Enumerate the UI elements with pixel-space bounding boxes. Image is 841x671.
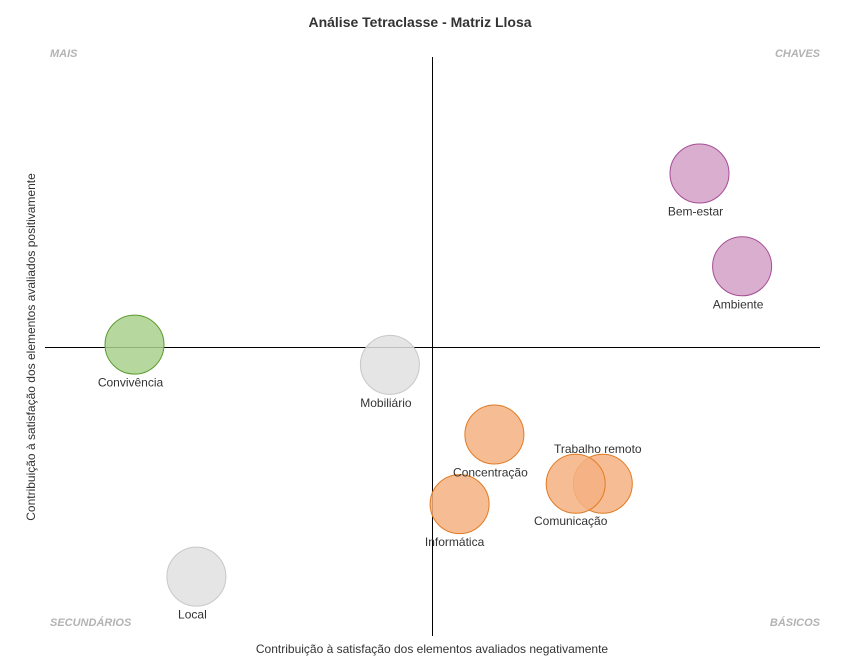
point-bem-estar[interactable] [669, 143, 730, 204]
point-informatica[interactable] [429, 474, 490, 535]
x-axis-label: Contribuição à satisfação dos elementos … [256, 642, 609, 656]
point-label-convivencia: Convivência [98, 376, 164, 390]
point-label-comunicacao: Comunicação [534, 514, 608, 528]
quadrant-label-bottom-right: BÁSICOS [770, 616, 821, 629]
quadrant-label-top-right: CHAVES [775, 48, 821, 60]
chart-title: Análise Tetraclasse - Matriz Llosa [308, 14, 531, 30]
y-axis-label: Contribuição à satisfação dos elementos … [24, 173, 38, 521]
point-label-mobiliario: Mobiliário [360, 396, 412, 410]
point-convivencia[interactable] [104, 314, 165, 375]
point-label-informatica: Informática [425, 535, 485, 549]
point-label-concentracao: Concentração [453, 466, 528, 480]
point-label-local: Local [178, 608, 207, 622]
point-local[interactable] [166, 546, 227, 607]
point-comunicacao[interactable] [545, 453, 606, 514]
quadrant-label-bottom-left: SECUNDÁRIOS [50, 616, 132, 629]
point-label-bem-estar: Bem-estar [668, 205, 723, 219]
point-mobiliario[interactable] [359, 334, 420, 395]
quadrant-label-top-left: MAIS [50, 48, 78, 60]
point-ambiente[interactable] [712, 236, 773, 297]
point-label-ambiente: Ambiente [713, 297, 764, 311]
points-layer: Bem-estar Ambiente Convivência Mobiliário Lo… [98, 143, 773, 622]
point-label-trabalho-remoto: Trabalho remoto [554, 442, 642, 456]
point-concentracao[interactable] [464, 404, 525, 465]
